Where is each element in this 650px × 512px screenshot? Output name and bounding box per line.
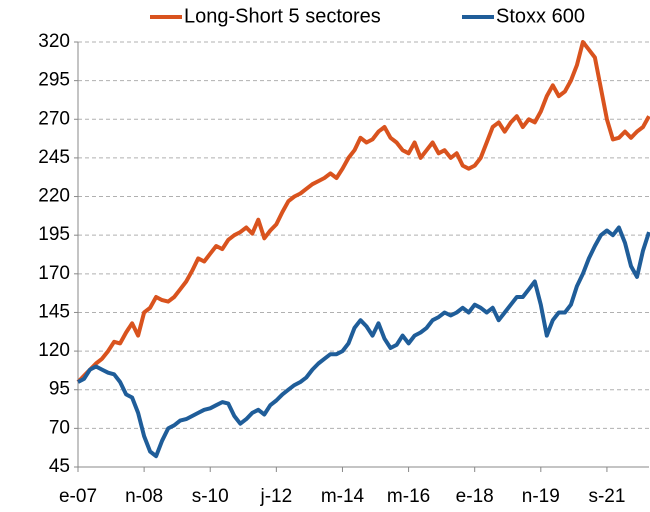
y-tick-label: 145 (38, 301, 70, 322)
y-tick-label: 295 (38, 70, 70, 91)
x-tick-label: s-10 (192, 486, 229, 507)
y-tick-label: 95 (49, 379, 70, 400)
y-tick-label: 220 (38, 186, 70, 207)
x-tick-label: n-19 (522, 486, 560, 507)
x-tick-label: m-16 (387, 486, 430, 507)
x-tick-label: e-18 (456, 486, 494, 507)
y-tick-label: 245 (38, 147, 70, 168)
y-tick-label: 70 (49, 417, 70, 438)
line-series (76, 40, 650, 384)
y-tick-label: 45 (49, 456, 70, 477)
x-tick-label: e-07 (59, 486, 97, 507)
legend-label: Long-Short 5 sectores (184, 5, 381, 27)
line-series (77, 225, 650, 459)
x-tick-label: m-14 (321, 486, 365, 507)
x-tick-label: j-12 (260, 486, 293, 507)
y-tick-label: 170 (38, 263, 70, 284)
y-tick-label: 120 (38, 340, 70, 361)
x-tick-label: s-21 (588, 486, 625, 507)
y-tick-label: 195 (38, 224, 70, 245)
y-tick-label: 270 (38, 108, 70, 129)
x-tick-label: n-08 (125, 486, 163, 507)
legend-label: Stoxx 600 (496, 5, 585, 27)
y-tick-label: 320 (38, 31, 70, 52)
